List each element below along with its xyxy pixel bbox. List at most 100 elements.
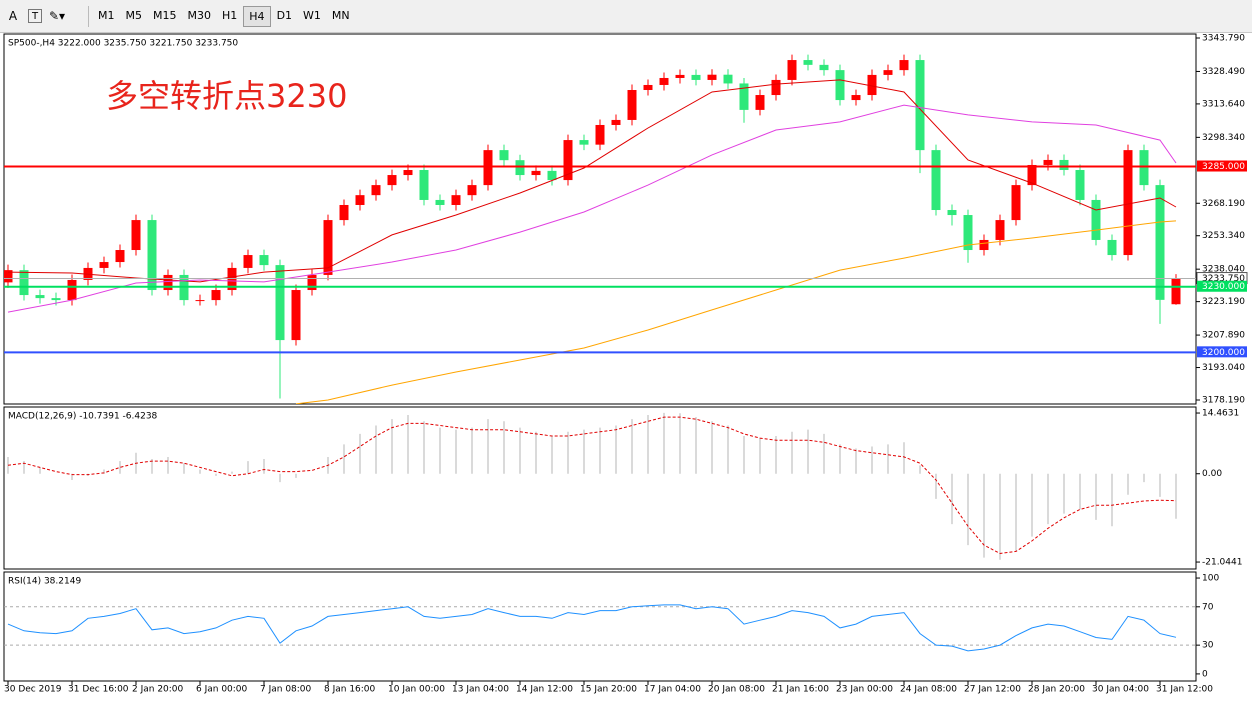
plot xyxy=(4,54,1181,404)
candle-body xyxy=(771,79,781,96)
y-tick-label: 100 xyxy=(1202,574,1219,584)
candle-body xyxy=(675,74,685,78)
candle-body xyxy=(531,170,541,176)
x-tick-label: 30 Dec 2019 xyxy=(4,685,62,695)
y-tick-label: 70 xyxy=(1202,602,1214,612)
candle-body xyxy=(643,84,653,91)
x-tick-label: 30 Jan 04:00 xyxy=(1092,685,1149,695)
candle-body xyxy=(1171,278,1181,305)
timeframes: M1 M5 M15 M30 H1 H4 D1 W1 MN xyxy=(88,5,356,27)
label-tool[interactable]: T xyxy=(26,7,44,25)
candle-body xyxy=(1043,159,1053,165)
label-tool-box: T xyxy=(28,9,42,23)
candle-body xyxy=(1027,164,1037,186)
candle-body xyxy=(339,204,349,221)
x-tick-label: 24 Jan 08:00 xyxy=(900,685,957,695)
plot xyxy=(7,412,1177,560)
candle-body xyxy=(723,74,733,84)
macd-signal xyxy=(7,416,1177,555)
panel-title: RSI(14) 38.2149 xyxy=(8,577,81,587)
candle-body xyxy=(819,64,829,71)
plot xyxy=(4,604,1196,652)
panel-frame xyxy=(3,406,1197,570)
candle-body xyxy=(739,83,749,110)
candle-body xyxy=(1139,150,1149,186)
timeframe-button[interactable]: W1 xyxy=(303,8,321,22)
rsi-line xyxy=(7,604,1177,652)
x-tick-label: 28 Jan 20:00 xyxy=(1028,685,1085,695)
timeframe-button[interactable]: M15 xyxy=(153,8,177,22)
x-tick-label: 17 Jan 04:00 xyxy=(644,685,701,695)
candle-body xyxy=(515,160,525,176)
level-label: 3285.000 xyxy=(1202,162,1245,172)
candle-body xyxy=(291,290,301,341)
timeframe-button[interactable]: M5 xyxy=(125,8,143,22)
candle-body xyxy=(1091,199,1101,240)
candle-body xyxy=(1107,239,1117,256)
candle-body xyxy=(899,60,909,71)
candle-body xyxy=(451,195,461,205)
candle-body xyxy=(611,119,621,125)
candle-body xyxy=(547,170,557,181)
candle-body xyxy=(835,70,845,101)
candle-body xyxy=(707,74,717,80)
candle-body xyxy=(1123,150,1133,256)
x-tick-label: 8 Jan 16:00 xyxy=(324,685,376,695)
candle-body xyxy=(35,295,45,299)
candle-body xyxy=(691,74,701,80)
candle-body xyxy=(147,220,157,291)
x-tick-label: 21 Jan 16:00 xyxy=(772,685,829,695)
candle-body xyxy=(931,150,941,211)
candle-body xyxy=(403,170,413,176)
candle-body xyxy=(499,150,509,161)
candle-body xyxy=(915,60,925,151)
x-tick-label: 7 Jan 08:00 xyxy=(260,685,312,695)
candle-body xyxy=(595,124,605,145)
x-tick-label: 31 Jan 12:00 xyxy=(1156,685,1213,695)
candle-body xyxy=(787,60,797,80)
timeframe-button[interactable]: M1 xyxy=(98,8,115,22)
y-tick-label: 3343.790 xyxy=(1202,34,1245,44)
timeframe-button[interactable]: M30 xyxy=(187,8,212,22)
x-tick-label: 2 Jan 20:00 xyxy=(132,685,184,695)
toolbar: A T ✎▾ M1 M5 M15 M30 H1 H4 D1 W1 MN xyxy=(0,0,1252,33)
candle-body xyxy=(163,274,173,291)
candle-body xyxy=(867,74,877,96)
candle-body xyxy=(659,77,669,85)
candle-body xyxy=(275,265,285,341)
y-tick-label: 14.4631 xyxy=(1202,409,1239,419)
candle-body xyxy=(387,175,397,186)
candle-body xyxy=(259,255,269,266)
timeframe-button[interactable]: D1 xyxy=(276,8,293,22)
timeframe-button[interactable]: H4 xyxy=(243,5,271,27)
timeframe-button[interactable]: H1 xyxy=(222,8,238,22)
y-tick-label: 3178.190 xyxy=(1202,395,1245,405)
candle-body xyxy=(419,170,429,200)
candle-body xyxy=(195,300,205,302)
x-tick-label: 20 Jan 08:00 xyxy=(708,685,765,695)
candle-body xyxy=(995,220,1005,240)
panel-title: SP500-,H4 3222.000 3235.750 3221.750 323… xyxy=(8,39,238,49)
candle-body xyxy=(67,279,77,301)
level-box xyxy=(1197,346,1247,358)
candle-body xyxy=(355,195,365,205)
candle-body xyxy=(579,140,589,145)
y-tick-label: -21.0441 xyxy=(1202,558,1242,568)
panel-title: MACD(12,26,9) -10.7391 -6.4238 xyxy=(8,412,158,422)
y-tick-label: 3298.340 xyxy=(1202,133,1245,143)
candle-body xyxy=(883,70,893,75)
y-tick-label: 0.00 xyxy=(1202,469,1222,479)
candle-body xyxy=(19,270,29,296)
candle-body xyxy=(851,95,861,101)
timeframe-button[interactable]: MN xyxy=(331,8,350,22)
arrow-tool[interactable]: ✎▾ xyxy=(48,9,66,23)
text-tool[interactable]: A xyxy=(8,9,18,23)
y-tick-label: 3207.890 xyxy=(1202,331,1245,341)
x-tick-label: 15 Jan 20:00 xyxy=(580,685,637,695)
candle-body xyxy=(307,274,317,291)
candle-body xyxy=(755,95,765,110)
last-price-label: 3233.750 xyxy=(1202,274,1245,284)
candle-body xyxy=(51,298,61,301)
chart: 3343.790 3328.490 3313.640 3298.340 3268.190… xyxy=(3,33,1248,695)
candle-body xyxy=(1059,159,1069,171)
